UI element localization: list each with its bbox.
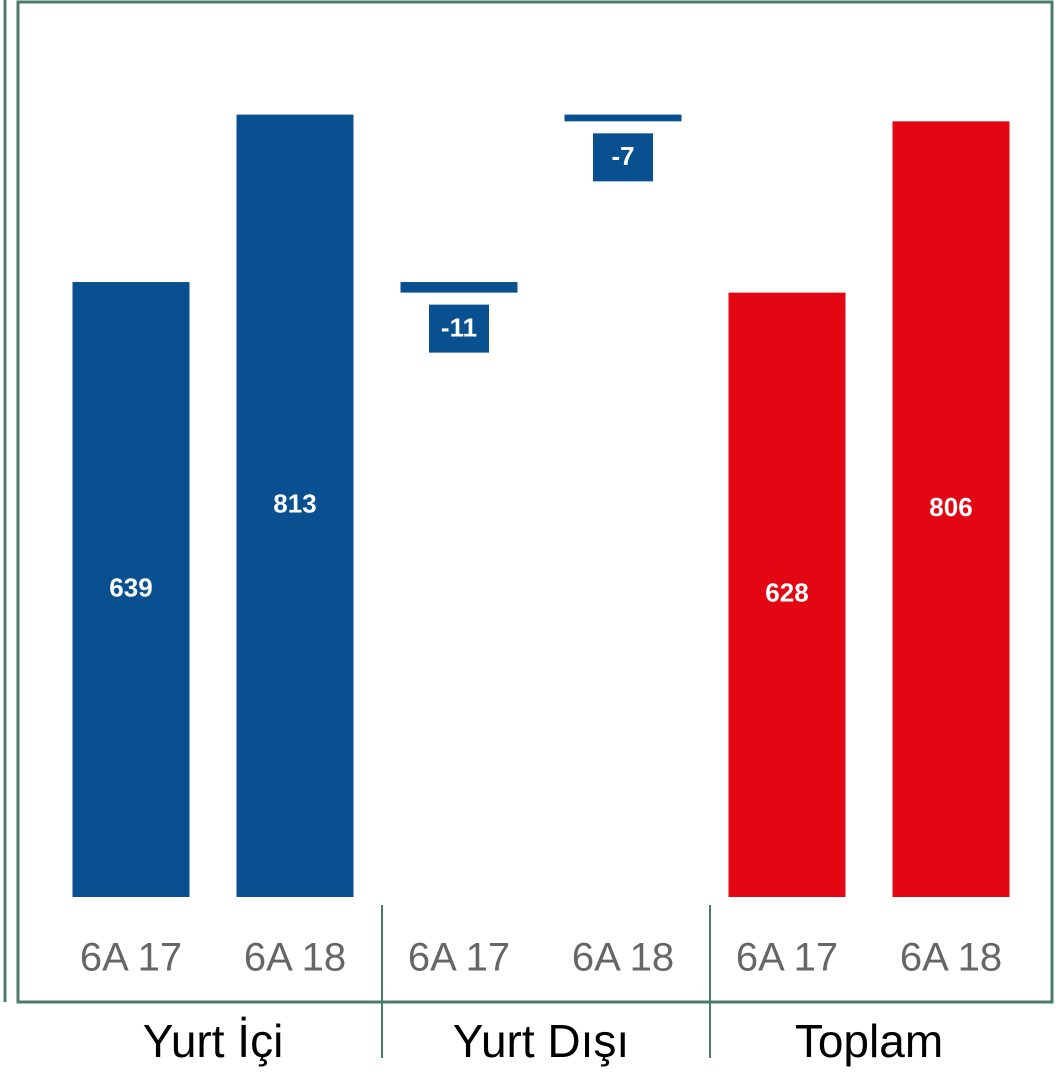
bar — [892, 121, 1010, 898]
x-tick-label: 6A 18 — [900, 936, 1002, 980]
group-label: Toplam — [795, 1015, 943, 1067]
group-label: Yurt İçi — [143, 1015, 284, 1067]
x-tick-label: 6A 17 — [80, 936, 182, 980]
frame — [16, 0, 1054, 1004]
bar — [400, 282, 518, 293]
x-tick-label: 6A 17 — [736, 936, 838, 980]
value-label-box — [593, 133, 653, 182]
value-label: 813 — [273, 489, 316, 519]
value-label: 628 — [765, 578, 808, 608]
bar — [236, 114, 354, 897]
bar — [728, 292, 846, 897]
x-tick-label: 6A 17 — [408, 936, 510, 980]
value-label: 639 — [109, 572, 152, 602]
bar — [564, 114, 682, 122]
value-label: -11 — [441, 313, 477, 343]
x-tick-label: 6A 18 — [572, 936, 674, 980]
group-label: Yurt Dışı — [453, 1015, 629, 1067]
value-label: 806 — [929, 492, 972, 522]
value-label-box — [429, 304, 489, 353]
bar — [72, 282, 190, 897]
x-tick-label: 6A 18 — [244, 936, 346, 980]
value-label: -7 — [611, 141, 634, 171]
